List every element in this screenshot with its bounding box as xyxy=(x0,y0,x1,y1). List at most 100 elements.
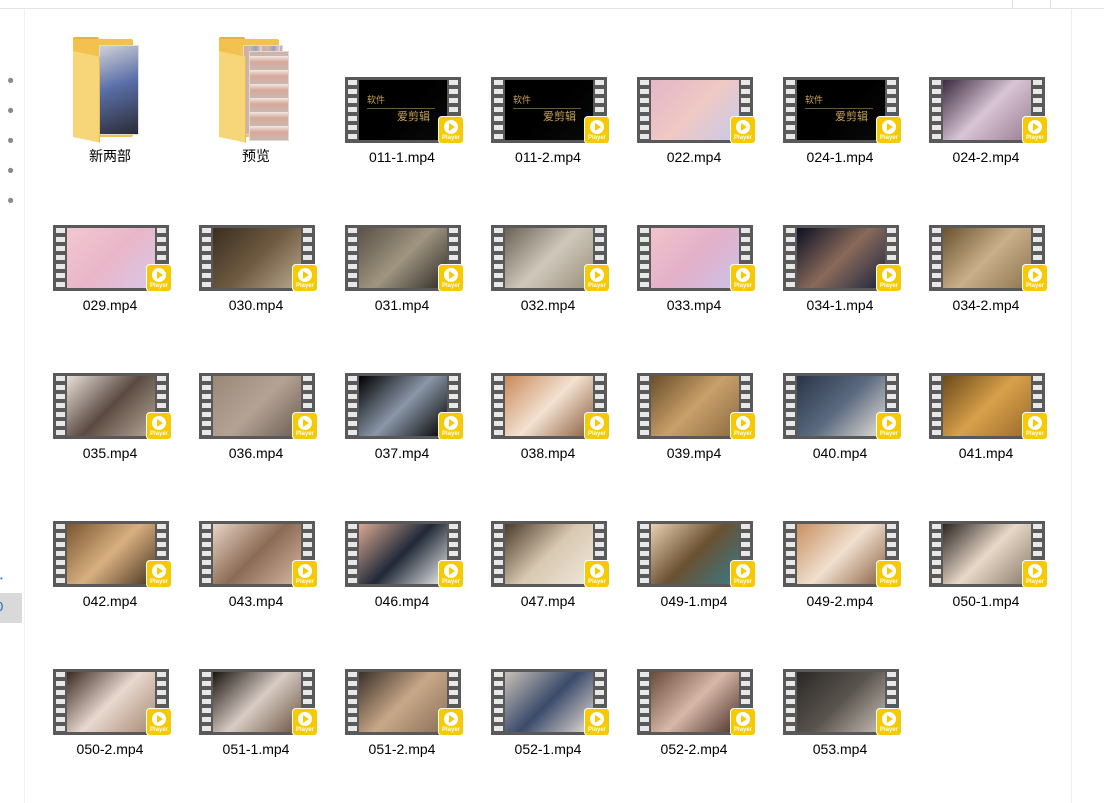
pin-icon[interactable]: ● xyxy=(3,162,19,178)
player-badge-icon: Player xyxy=(877,265,901,291)
address-bar-strip xyxy=(0,0,1104,9)
player-badge-label: Player xyxy=(587,431,606,437)
video-file-item[interactable]: Player 033.mp4 xyxy=(634,157,755,313)
player-badge-icon: Player xyxy=(439,413,463,439)
film-strip-icon xyxy=(637,77,753,143)
video-file-item[interactable]: Player 034-1.mp4 xyxy=(780,157,901,313)
video-file-item[interactable]: Player 039.mp4 xyxy=(634,305,755,461)
video-file-label: 050-1.mp4 xyxy=(952,593,1020,609)
video-frame-preview xyxy=(651,228,739,288)
video-file-label: 024-2.mp4 xyxy=(952,149,1020,165)
video-frame-preview xyxy=(797,376,885,436)
pin-icon[interactable]: ● xyxy=(3,132,19,148)
video-file-item[interactable]: 软件 爱剪辑 Player 011-1.mp4 xyxy=(342,9,463,165)
video-file-label: 032.mp4 xyxy=(520,297,576,313)
video-file-item[interactable]: Player 040.mp4 xyxy=(780,305,901,461)
video-thumbnail: Player xyxy=(637,669,755,735)
video-file-label: 049-2.mp4 xyxy=(806,593,874,609)
video-file-item[interactable]: Player 050-2.mp4 xyxy=(50,601,171,757)
nav-selected-item[interactable]: 0 xyxy=(0,593,22,623)
video-file-item[interactable]: Player 035.mp4 xyxy=(50,305,171,461)
video-frame-preview xyxy=(651,80,739,140)
film-strip-icon xyxy=(345,669,461,735)
play-icon xyxy=(1028,564,1042,578)
video-file-label: 047.mp4 xyxy=(520,593,576,609)
video-frame-preview xyxy=(651,376,739,436)
video-thumbnail: Player xyxy=(783,521,901,587)
file-grid: 新两部 预览 软件 爱剪辑 Player 011-1.mp4 软件 爱剪辑 Player 01… xyxy=(24,9,1072,803)
player-badge-label: Player xyxy=(149,727,168,733)
play-icon xyxy=(152,712,166,726)
video-file-item[interactable]: Player 052-2.mp4 xyxy=(634,601,755,757)
player-badge-icon: Player xyxy=(293,413,317,439)
video-thumbnail: Player xyxy=(637,373,755,439)
video-file-item[interactable]: Player 031.mp4 xyxy=(342,157,463,313)
video-file-label: 035.mp4 xyxy=(82,445,138,461)
video-file-item[interactable]: Player 050-1.mp4 xyxy=(926,453,1047,609)
video-file-item[interactable]: Player 051-1.mp4 xyxy=(196,601,317,757)
player-badge-icon: Player xyxy=(1023,265,1047,291)
player-badge-icon: Player xyxy=(731,265,755,291)
video-file-item[interactable]: Player 041.mp4 xyxy=(926,305,1047,461)
film-strip-icon xyxy=(491,669,607,735)
video-file-label: 052-1.mp4 xyxy=(514,741,582,757)
video-thumbnail: Player xyxy=(929,225,1047,291)
video-file-item[interactable]: 软件 爱剪辑 Player 011-2.mp4 xyxy=(488,9,609,165)
video-file-item[interactable]: Player 022.mp4 xyxy=(634,9,755,165)
video-frame-preview xyxy=(651,524,739,584)
folder-item[interactable]: 预览 xyxy=(196,9,316,164)
video-file-item[interactable]: Player 042.mp4 xyxy=(50,453,171,609)
player-badge-icon: Player xyxy=(147,709,171,735)
video-file-item[interactable]: Player 030.mp4 xyxy=(196,157,317,313)
video-file-item[interactable]: Player 029.mp4 xyxy=(50,157,171,313)
video-file-item[interactable]: Player 049-2.mp4 xyxy=(780,453,901,609)
video-file-label: 042.mp4 xyxy=(82,593,138,609)
play-icon xyxy=(444,268,458,282)
film-strip-icon xyxy=(637,521,753,587)
player-badge-label: Player xyxy=(733,727,752,733)
video-file-item[interactable]: Player 043.mp4 xyxy=(196,453,317,609)
pin-icon[interactable]: ● xyxy=(3,192,19,208)
video-file-item[interactable]: 软件 爱剪辑 Player 024-1.mp4 xyxy=(780,9,901,165)
video-file-item[interactable]: Player 053.mp4 xyxy=(780,601,901,757)
video-file-label: 039.mp4 xyxy=(666,445,722,461)
video-file-item[interactable]: Player 047.mp4 xyxy=(488,453,609,609)
folder-item[interactable]: 新两部 xyxy=(50,9,170,164)
video-overlay-text: 软件 xyxy=(805,96,824,106)
video-thumbnail: Player xyxy=(637,225,755,291)
video-file-item[interactable]: Player 038.mp4 xyxy=(488,305,609,461)
video-file-item[interactable]: Player 024-2.mp4 xyxy=(926,9,1047,165)
video-frame-preview xyxy=(505,524,593,584)
video-file-item[interactable]: Player 052-1.mp4 xyxy=(488,601,609,757)
player-badge-icon: Player xyxy=(585,413,609,439)
video-file-item[interactable]: Player 049-1.mp4 xyxy=(634,453,755,609)
video-file-item[interactable]: Player 046.mp4 xyxy=(342,453,463,609)
film-strip-icon xyxy=(783,373,899,439)
video-thumbnail: Player xyxy=(199,669,317,735)
player-badge-icon: Player xyxy=(147,265,171,291)
play-icon xyxy=(736,564,750,578)
video-file-item[interactable]: Player 034-2.mp4 xyxy=(926,157,1047,313)
video-file-item[interactable]: Player 036.mp4 xyxy=(196,305,317,461)
pin-icon[interactable]: ● xyxy=(3,102,19,118)
player-badge-label: Player xyxy=(879,579,898,585)
video-thumbnail: Player xyxy=(491,669,609,735)
video-file-label: 034-2.mp4 xyxy=(952,297,1020,313)
player-badge-icon: Player xyxy=(585,117,609,143)
video-file-item[interactable]: Player 051-2.mp4 xyxy=(342,601,463,757)
video-thumbnail: 软件 爱剪辑 Player xyxy=(783,77,901,143)
video-thumbnail: Player xyxy=(783,669,901,735)
film-strip-icon xyxy=(637,373,753,439)
vertical-scrollbar[interactable] xyxy=(1071,9,1104,803)
player-badge-label: Player xyxy=(879,135,898,141)
player-badge-label: Player xyxy=(733,283,752,289)
video-thumbnail: Player xyxy=(929,373,1047,439)
play-icon xyxy=(590,120,604,134)
pin-icon[interactable]: ● xyxy=(3,72,19,88)
video-thumbnail: Player xyxy=(345,669,463,735)
play-icon xyxy=(152,268,166,282)
video-file-item[interactable]: Player 032.mp4 xyxy=(488,157,609,313)
video-thumbnail: Player xyxy=(783,225,901,291)
video-file-item[interactable]: Player 037.mp4 xyxy=(342,305,463,461)
video-frame-preview xyxy=(359,228,447,288)
